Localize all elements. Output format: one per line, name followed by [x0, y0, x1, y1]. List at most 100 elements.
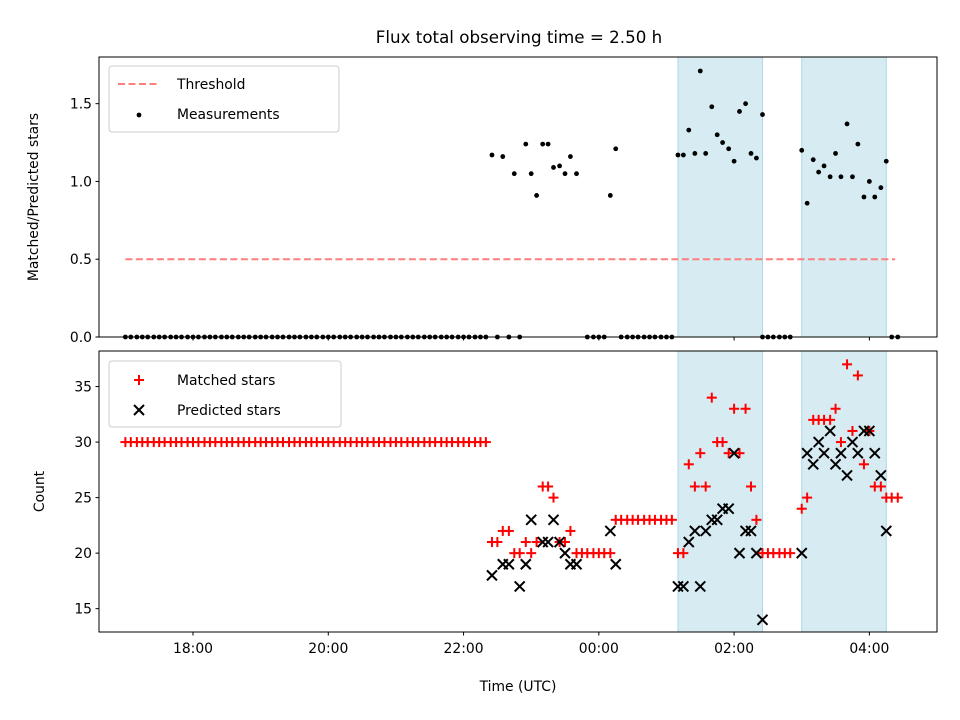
measurement-point: [810, 157, 816, 163]
x-stroke: [880, 525, 892, 537]
x-stroke: [542, 536, 554, 548]
measurement-point: [557, 163, 562, 169]
predicted-star-point: [750, 547, 763, 559]
x-stroke: [750, 547, 763, 559]
measurement-point: [562, 171, 568, 177]
predicted-star-point: [711, 514, 723, 526]
counts-axes-frame: [98, 350, 938, 633]
matched-star-point: [503, 525, 514, 536]
matched-star-point: [875, 481, 886, 492]
predicted-star-point: [841, 469, 853, 482]
predicted-star-point: [852, 447, 864, 459]
measurement-point: [607, 193, 613, 198]
x-tick-label: 02:00: [714, 641, 754, 657]
x-stroke: [841, 469, 853, 482]
matched-star-point: [520, 537, 531, 548]
measurement-point: [804, 200, 810, 206]
measurement-point: [737, 109, 742, 114]
x-stroke: [863, 425, 876, 437]
predicted-star-point: [542, 536, 554, 548]
x-tick-label: 18:00: [173, 641, 213, 657]
matched-star-point: [548, 492, 559, 503]
measurement-point: [816, 169, 822, 175]
matched-star-point: [740, 403, 751, 414]
y-tick-label: 30: [74, 435, 92, 451]
counts-y-axis-label: Count: [32, 470, 48, 512]
predicted-star-point: [547, 514, 560, 526]
x-stroke: [689, 525, 701, 537]
measurement-point: [731, 158, 737, 164]
predicted-star-point: [677, 580, 690, 593]
legend-predicted-label: Predicted stars: [177, 403, 281, 419]
predicted-star-point: [503, 558, 515, 570]
matched-star-point: [729, 403, 740, 414]
x-stroke: [604, 525, 617, 537]
measurement-point: [754, 155, 759, 161]
measurement-point: [827, 174, 833, 180]
predicted-star-point: [570, 558, 583, 570]
measurement-point: [821, 163, 827, 169]
x-tick-label: 22:00: [444, 641, 484, 657]
predicted-star-point: [869, 447, 881, 459]
x-stroke: [829, 458, 842, 470]
predicted-star-point: [807, 458, 819, 470]
matched-star-point: [531, 537, 542, 548]
matched-star-point: [514, 548, 525, 559]
matched-star-point: [825, 414, 836, 425]
x-stroke: [756, 614, 769, 626]
matched-star-point: [683, 459, 694, 470]
matched-star-point: [746, 481, 757, 492]
x-stroke: [875, 469, 887, 482]
measurement-point: [844, 121, 850, 127]
predicted-star-point: [846, 436, 859, 448]
matched-star-point: [605, 548, 616, 559]
measurement-point: [861, 194, 867, 200]
x-stroke: [722, 503, 735, 515]
matched-star-point: [723, 448, 734, 459]
x-tick-label: 00:00: [579, 641, 619, 657]
predicted-star-point: [829, 458, 842, 470]
ratio-panel: 0.0 0.5 1.0 1.5 Matched/Predicted stars Thr…: [26, 56, 938, 346]
measurement-point: [528, 171, 534, 177]
matched-star-point: [666, 514, 677, 525]
predicted-star-point: [818, 447, 830, 459]
x-stroke: [610, 558, 622, 570]
measurement-point: [872, 194, 878, 200]
predicted-star-point: [513, 580, 526, 593]
measurement-point: [574, 171, 579, 177]
predicted-star-point: [824, 425, 836, 437]
measurement-point: [568, 154, 573, 159]
measurement-point: [720, 140, 725, 145]
predicted-star-point: [610, 558, 622, 570]
matched-star-point: [858, 459, 869, 470]
x-stroke: [486, 569, 498, 582]
measurement-point: [489, 152, 495, 158]
x-stroke: [869, 447, 881, 459]
count-points: [120, 359, 903, 626]
x-tick-label: 20:00: [308, 641, 348, 657]
matched-star-point: [678, 548, 689, 559]
legend-plus-marker: [134, 375, 144, 385]
matched-star-point: [835, 437, 846, 448]
measurement-point: [545, 141, 551, 147]
predicted-star-point: [604, 525, 617, 537]
x-stroke: [824, 425, 836, 437]
measurement-point: [878, 185, 884, 191]
y-tick-label: 0.0: [70, 330, 92, 346]
matched-star-point: [480, 437, 491, 448]
measurement-point: [697, 68, 703, 74]
x-stroke: [553, 536, 566, 548]
y-tick-label: 1.0: [70, 174, 92, 190]
x-stroke: [503, 558, 515, 570]
matched-star-point: [892, 492, 903, 503]
x-stroke: [683, 536, 695, 548]
measurement-point: [743, 101, 748, 107]
x-stroke: [570, 558, 583, 570]
ratio-y-axis-label: Matched/Predicted stars: [26, 113, 42, 281]
predicted-star-point: [745, 525, 757, 537]
measurement-point: [686, 127, 692, 133]
y-tick-label: 1.5: [70, 97, 92, 113]
counts-x-ticks: 18:00 20:00 22:00 00:00 02:00 04:00: [173, 632, 889, 657]
predicted-star-point: [486, 569, 498, 582]
